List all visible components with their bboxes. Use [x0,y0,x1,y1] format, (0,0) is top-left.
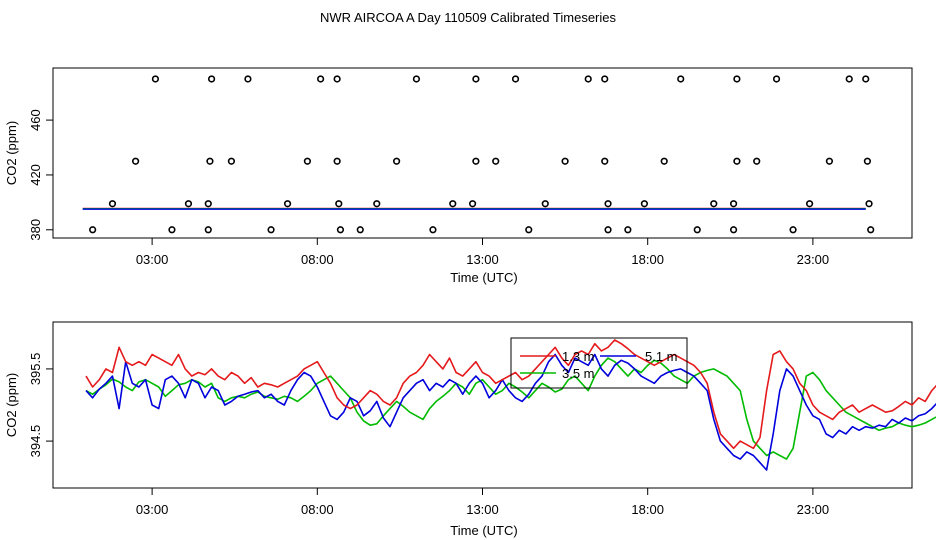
data-point [604,226,612,234]
bottom-x-tick-label: 18:00 [631,502,664,517]
data-point [789,226,797,234]
data-point [584,75,592,83]
data-point [168,226,176,234]
bottom-y-tick-label: 394.5 [28,425,43,458]
bottom-x-tick-label: 23:00 [797,502,830,517]
data-point [151,75,160,83]
bottom-x-tick-label: 13:00 [466,502,499,517]
top-x-tick-label: 08:00 [301,252,334,267]
data-point [412,75,421,83]
data-point [472,157,480,165]
legend-label-3: 3.5 m [562,366,595,381]
data-point [733,75,741,83]
data-point [333,75,341,83]
data-point [601,157,609,165]
data-point [393,157,401,165]
data-point [207,75,216,83]
y-axis-top: 380 420 460 [28,109,54,241]
data-point [131,157,140,165]
data-point [227,157,236,165]
legend-label-2: 5.1 m [645,349,678,364]
data-point [865,200,873,208]
data-point [492,157,500,165]
data-point [356,226,364,234]
data-point [862,75,870,83]
scatter-markers-top [89,75,875,234]
data-point [204,200,212,208]
data-point [449,200,457,208]
top-y-tick-label: 380 [28,219,43,241]
data-point [845,75,853,83]
data-point [108,200,117,208]
legend: 1.3 m 5.1 m 3.5 m [510,337,688,389]
data-point [805,200,814,208]
data-point [863,157,871,165]
data-point [184,200,193,208]
data-point [429,226,437,234]
data-point [693,226,701,234]
data-point [333,157,341,165]
bottom-x-tick-label: 08:00 [301,502,334,517]
y-axis-label-top: CO2 (ppm) [4,121,19,185]
x-axis-bottom: 03:00 08:00 13:00 18:00 23:00 [136,487,830,517]
plot-frame-top [52,67,913,239]
data-point [825,157,834,165]
top-x-tick-label: 03:00 [136,252,169,267]
data-point [541,200,549,208]
top-x-tick-label: 18:00 [631,252,664,267]
plot-frame-bottom [52,321,913,489]
data-point [561,157,569,165]
panel-co2-top: 03:00 08:00 13:00 18:00 23:00 380 420 460 Time… [4,67,913,285]
x-axis-top: 03:00 08:00 13:00 18:00 23:00 [136,237,830,267]
data-point [640,200,648,208]
data-point [601,75,609,83]
top-y-tick-label: 420 [28,164,43,186]
x-axis-label-bottom: Time (UTC) [450,523,517,538]
data-point [335,200,343,208]
data-point [624,226,632,234]
data-point [267,226,275,234]
x-axis-label-top: Time (UTC) [450,270,517,285]
data-point [772,75,781,83]
data-point [511,75,520,83]
data-point [336,226,345,234]
series-line-green [85,357,936,460]
legend-box [510,337,688,389]
data-point [677,75,685,83]
top-x-tick-label: 13:00 [466,252,499,267]
data-point [733,157,741,165]
y-axis-bottom: 394.5 395.5 [28,353,54,458]
data-point [867,226,875,234]
data-point [204,226,212,234]
data-point [244,75,252,83]
chart-title: NWR AIRCOA A Day 110509 Calibrated Times… [320,10,616,25]
baseline-lines-top [82,207,866,210]
top-x-tick-label: 23:00 [797,252,830,267]
series-line-red [85,339,936,450]
data-point [303,157,311,165]
data-point [753,157,761,165]
data-point [729,226,738,234]
data-point [472,75,480,83]
series-line-blue [85,353,936,471]
panel-co2-bottom: 03:00 08:00 13:00 18:00 23:00 394.5 395.5 Tim… [4,321,936,538]
data-point [729,200,738,208]
data-point [604,200,612,208]
data-point [317,75,325,83]
data-point [283,200,292,208]
bottom-x-tick-label: 03:00 [136,502,169,517]
data-point [468,200,477,208]
bottom-y-tick-label: 395.5 [28,353,43,386]
y-axis-label-bottom: CO2 (ppm) [4,373,19,437]
data-point [206,157,214,165]
data-point [660,157,668,165]
data-point [525,226,533,234]
series-lines-bottom [85,339,936,471]
data-point [710,200,718,208]
data-point [373,200,381,208]
legend-label-1: 1.3 m [562,349,595,364]
data-point [89,226,97,234]
top-y-tick-label: 460 [28,109,43,131]
